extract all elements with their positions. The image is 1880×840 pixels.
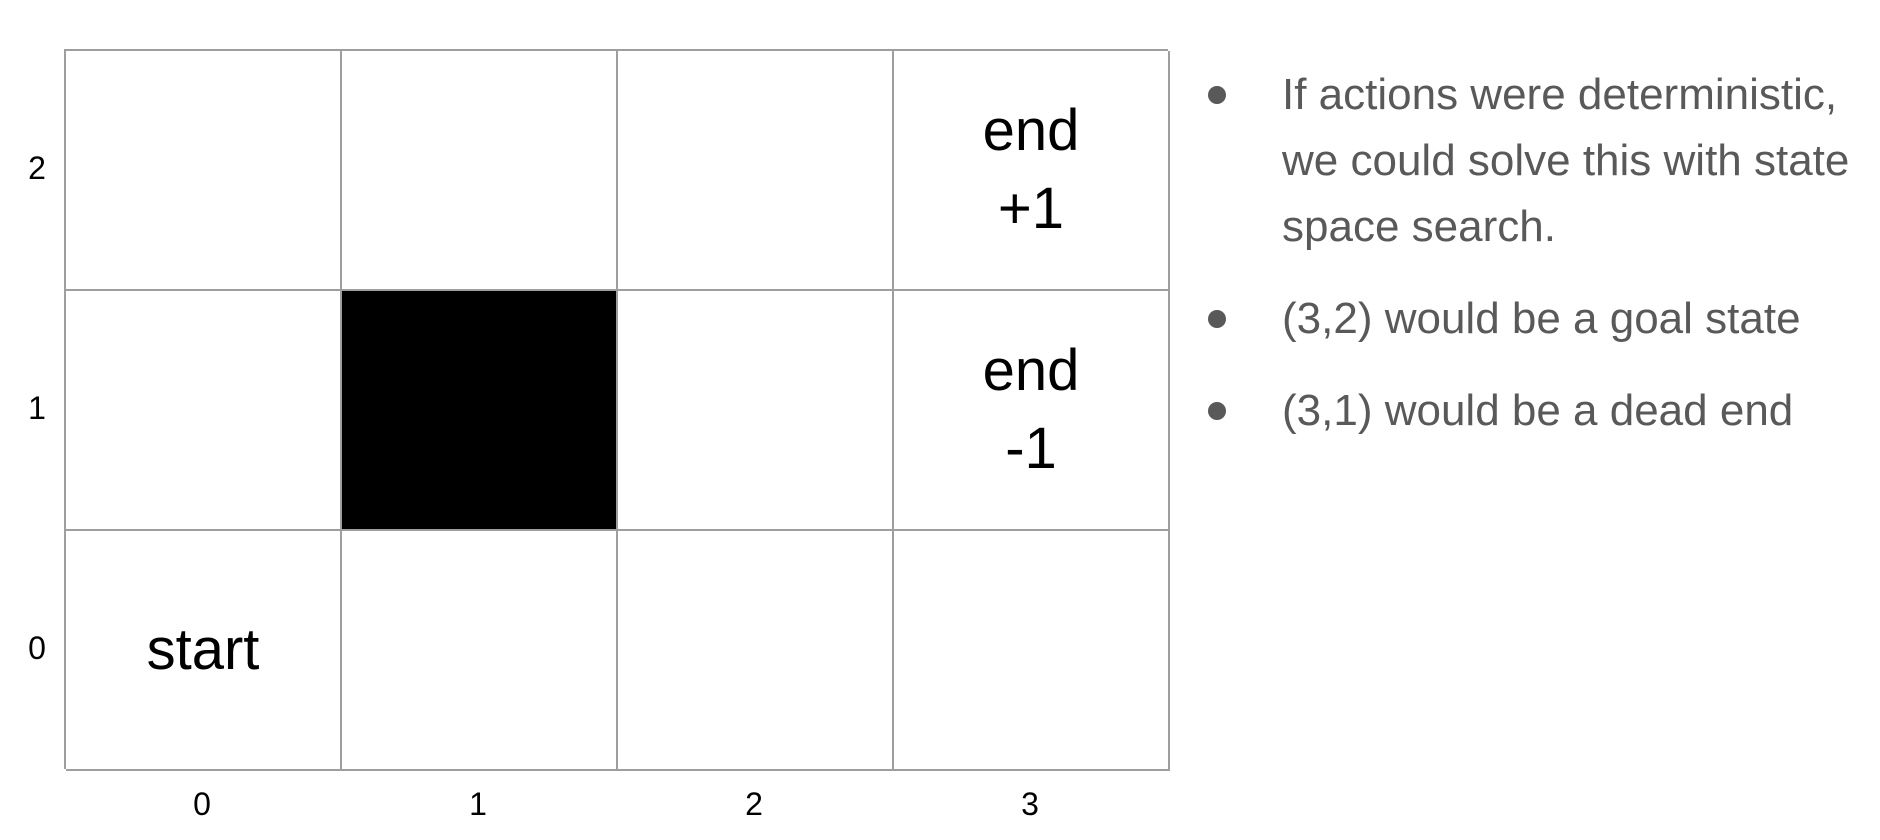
y-axis-label-0: 0 xyxy=(28,630,46,666)
x-axis-label-2: 2 xyxy=(745,786,763,822)
bullet-item: (3,1) would be a dead end xyxy=(1200,378,1870,444)
bullet-text: (3,2) would be a goal state xyxy=(1282,294,1801,343)
start-label: start xyxy=(146,617,260,682)
grid-cell-3-0 xyxy=(894,531,1170,771)
grid-cell-3-2: end +1 xyxy=(894,51,1170,291)
grid-cell-1-0 xyxy=(342,531,618,771)
x-axis-label-1: 1 xyxy=(469,786,487,822)
bullet-list: If actions were deterministic, we could … xyxy=(1200,62,1870,470)
grid-cell-2-2 xyxy=(618,51,894,291)
bullet-text: (3,1) would be a dead end xyxy=(1282,386,1794,435)
y-axis-label-1: 1 xyxy=(28,390,46,426)
grid-cell-2-1 xyxy=(618,291,894,531)
end-plus-one-label: end +1 xyxy=(982,98,1080,241)
end-minus-one-label: end -1 xyxy=(982,338,1080,481)
bullet-item: If actions were deterministic, we could … xyxy=(1200,62,1870,260)
y-axis-label-2: 2 xyxy=(28,150,46,186)
grid-cell-1-2 xyxy=(342,51,618,291)
wall-cell xyxy=(342,291,618,531)
bullet-item: (3,2) would be a goal state xyxy=(1200,286,1870,352)
x-axis-label-0: 0 xyxy=(193,786,211,822)
bullet-dot-icon xyxy=(1208,86,1226,104)
grid-world: end +1 end -1 start xyxy=(64,49,1170,771)
bullet-text: If actions were deterministic, we could … xyxy=(1282,70,1850,251)
slide-title-fragment xyxy=(40,0,920,11)
bullet-dot-icon xyxy=(1208,402,1226,420)
grid-cell-0-2 xyxy=(66,51,342,291)
grid-cell-0-0: start xyxy=(66,531,342,771)
bullet-dot-icon xyxy=(1208,310,1226,328)
grid-cell-0-1 xyxy=(66,291,342,531)
grid-cell-2-0 xyxy=(618,531,894,771)
x-axis-label-3: 3 xyxy=(1021,786,1039,822)
grid-cell-3-1: end -1 xyxy=(894,291,1170,531)
